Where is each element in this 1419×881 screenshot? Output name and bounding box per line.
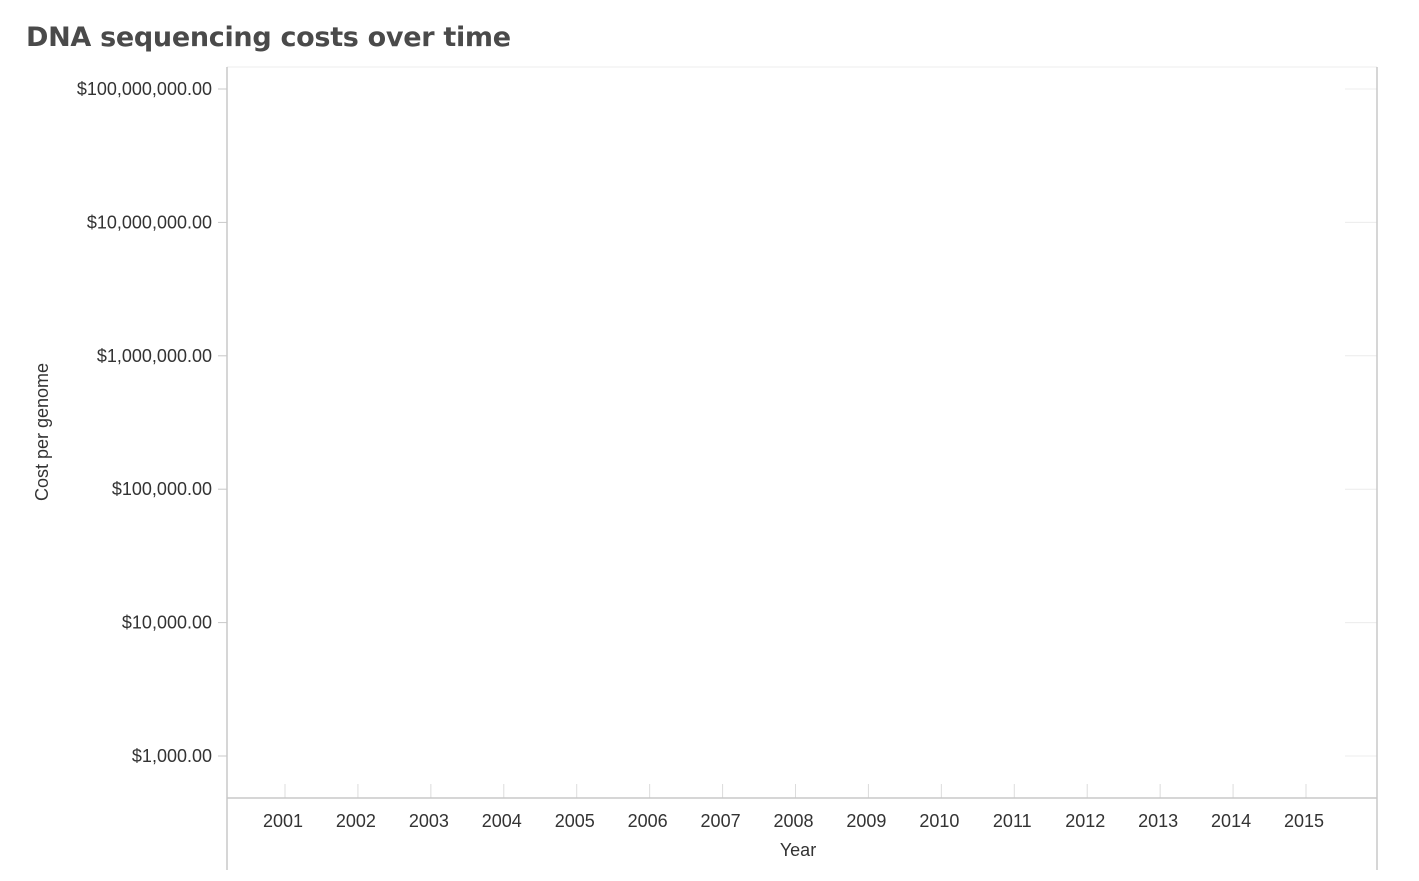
y-gridlines xyxy=(1345,88,1377,757)
x-axis: 2001 2002 2003 2004 2005 2006 2007 2008 2009 2010… xyxy=(263,784,1324,831)
x-tick-label: 2012 xyxy=(1065,811,1105,831)
x-tick-label: 2006 xyxy=(628,811,668,831)
y-axis: $100,000,000.00 $10,000,000.00 $1,000,000.… xyxy=(77,79,227,766)
y-tick-label: $1,000.00 xyxy=(132,746,212,766)
chart-title: DNA sequencing costs over time xyxy=(26,22,511,53)
x-tick-label: 2015 xyxy=(1284,811,1324,831)
y-tick-label: $100,000,000.00 xyxy=(77,79,212,99)
x-tick-label: 2009 xyxy=(846,811,886,831)
y-axis-title: Cost per genome xyxy=(32,363,52,501)
x-tick-label: 2014 xyxy=(1211,811,1251,831)
x-tick-label: 2001 xyxy=(263,811,303,831)
x-tick-label: 2011 xyxy=(993,811,1032,831)
y-tick-label: $10,000.00 xyxy=(122,613,212,633)
x-tick-label: 2004 xyxy=(482,811,522,831)
y-tick-label: $10,000,000.00 xyxy=(87,212,212,232)
y-tick-label: $100,000.00 xyxy=(112,479,212,499)
x-tick-label: 2010 xyxy=(919,811,959,831)
x-tick-label: 2007 xyxy=(701,811,741,831)
x-tick-label: 2008 xyxy=(773,811,813,831)
x-tick-label: 2005 xyxy=(555,811,595,831)
x-tick-label: 2003 xyxy=(409,811,449,831)
x-tick-label: 2002 xyxy=(336,811,376,831)
y-tick-label: $1,000,000.00 xyxy=(97,346,212,366)
x-tick-label: 2013 xyxy=(1138,811,1178,831)
x-axis-title: Year xyxy=(780,840,816,860)
